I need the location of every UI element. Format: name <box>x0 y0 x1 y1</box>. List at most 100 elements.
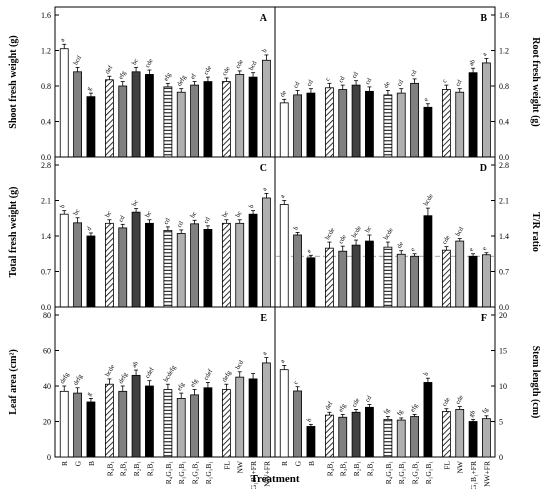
y-tick-label: 5 <box>499 418 503 427</box>
significance-letter: efg <box>176 381 187 392</box>
significance-letter: efg <box>117 69 128 80</box>
bar <box>221 389 231 458</box>
significance-letter: cd <box>176 219 186 228</box>
bar <box>235 74 245 158</box>
bar <box>293 234 302 308</box>
significance-letter: efg <box>409 402 420 413</box>
x-tick-label: NW+FR <box>482 461 491 487</box>
y-tick-label: 1.4 <box>499 232 509 241</box>
significance-letter: a <box>279 193 287 199</box>
y-tick-label: 0.0 <box>41 153 51 162</box>
bar <box>248 76 258 158</box>
bar <box>145 222 154 308</box>
significance-letter: bc <box>234 210 243 219</box>
y-tick-label: 10 <box>499 382 507 391</box>
x-tick-label: R₃B₁ <box>119 461 128 477</box>
bar <box>262 59 271 158</box>
y-tick-label: 40 <box>43 382 51 391</box>
bar <box>441 411 451 458</box>
x-tick-label: R₃G₁B₁ <box>177 461 186 485</box>
bar <box>482 62 491 158</box>
x-tick-label: NW <box>236 460 245 473</box>
x-tick-label: R₄G₁B₁+FR <box>249 461 258 489</box>
bar <box>59 390 69 458</box>
bar <box>468 255 478 308</box>
significance-letter: defg <box>176 74 188 88</box>
x-tick-label: R₁G₁B₁ <box>424 461 433 485</box>
bar <box>482 254 491 308</box>
significance-letter: fg <box>383 407 392 416</box>
significance-letter: defg <box>117 371 129 385</box>
significance-letter: a <box>481 51 489 57</box>
bar <box>248 378 258 458</box>
bar <box>86 401 96 458</box>
y-tick-label: 2.8 <box>499 161 509 170</box>
x-axis-title: Treatment <box>250 473 299 485</box>
panel-letter: F <box>481 313 487 324</box>
significance-letter: cde <box>351 397 362 408</box>
bar <box>145 385 154 458</box>
significance-letter: a <box>261 186 269 192</box>
significance-letter: cd <box>364 76 374 85</box>
bar <box>131 374 141 458</box>
significance-letter: ef <box>189 72 198 81</box>
y-tick-label: 0 <box>499 453 503 462</box>
significance-letter: bcd <box>248 59 259 71</box>
bar <box>104 79 114 158</box>
significance-letter: c <box>292 380 300 386</box>
significance-letter: b <box>423 371 431 377</box>
x-tick-label: R <box>280 461 289 466</box>
significance-letter: bcdefg <box>163 364 178 383</box>
y-axis-title: T/R ratio <box>530 212 541 252</box>
significance-letter: g <box>86 390 94 397</box>
y-tick-label: 0.7 <box>499 268 509 277</box>
significance-letter: cde <box>441 234 452 245</box>
significance-letter: e <box>423 97 431 103</box>
significance-letter: b <box>248 203 256 209</box>
x-tick-label: NW+FR <box>262 461 271 487</box>
panel-letter: C <box>260 163 267 174</box>
bar <box>324 87 334 158</box>
y-tick-label: 15 <box>499 347 507 356</box>
bar <box>383 94 393 158</box>
significance-letter: c <box>441 78 449 84</box>
bar <box>176 233 186 308</box>
y-tick-label: 1.2 <box>41 47 51 56</box>
significance-letter: cde <box>441 396 452 407</box>
bar <box>410 82 419 158</box>
panel-letter: D <box>480 163 487 174</box>
significance-letter: def <box>324 400 335 411</box>
x-tick-label: R₄G₁B₁ <box>384 461 393 485</box>
significance-letter: cd <box>292 80 302 89</box>
bar <box>396 419 406 458</box>
significance-letter: bc <box>104 210 113 219</box>
x-tick-label: B <box>307 461 316 466</box>
y-tick-label: 0.4 <box>41 118 51 127</box>
bar <box>306 426 316 458</box>
bar <box>131 211 141 308</box>
significance-letter: cd <box>163 216 173 225</box>
significance-letter: b <box>261 48 269 54</box>
x-tick-label: R₄B₁ <box>105 461 114 477</box>
significance-letter: cd <box>117 214 127 223</box>
x-tick-label: R₂B₁ <box>352 461 361 477</box>
y-tick-label: 2.8 <box>41 161 51 170</box>
significance-letter: e <box>468 247 476 253</box>
bar <box>423 106 433 158</box>
significance-letter: cde <box>234 59 245 70</box>
significance-letter: a <box>261 351 269 357</box>
bar <box>324 247 334 308</box>
significance-letter: de <box>396 241 405 250</box>
x-tick-label: B <box>87 461 96 466</box>
bar <box>104 222 114 308</box>
bar <box>293 390 302 458</box>
bar <box>324 414 334 458</box>
bar <box>365 406 374 458</box>
x-tick-label: R₁B₁ <box>365 461 374 477</box>
bar <box>365 240 374 308</box>
bar <box>190 223 199 308</box>
